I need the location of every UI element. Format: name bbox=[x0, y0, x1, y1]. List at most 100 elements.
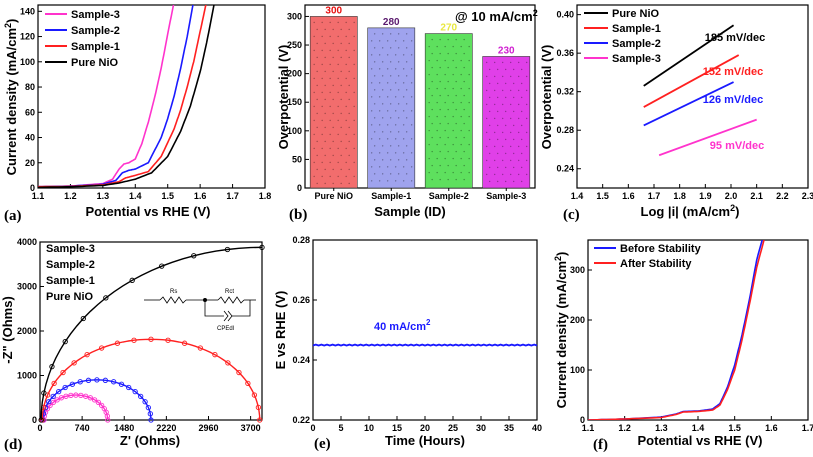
nyquist-point-sample-2 bbox=[85, 377, 92, 383]
nyquist-point-sample-3 bbox=[63, 393, 69, 399]
bar-texture-dot bbox=[373, 103, 376, 105]
bar-texture-dot bbox=[370, 180, 373, 182]
bar-texture-dot bbox=[520, 68, 523, 71]
bar-texture-dot bbox=[431, 150, 433, 153]
bar-value-label: 230 bbox=[498, 45, 515, 56]
bar-texture-dot bbox=[389, 131, 392, 133]
bar-texture-dot bbox=[386, 82, 389, 84]
bar-texture-dot bbox=[397, 61, 400, 63]
nyquist-point-sample-2 bbox=[132, 388, 138, 395]
bar-texture-dot bbox=[485, 61, 488, 64]
bar-texture-dot bbox=[329, 21, 331, 24]
nyquist-point-pure-nio bbox=[159, 263, 165, 269]
bar-texture-dot bbox=[348, 154, 350, 157]
bar-texture-dot bbox=[428, 73, 430, 76]
y-tick-label: 20 bbox=[25, 158, 35, 168]
nyquist-point-sample-2 bbox=[77, 379, 83, 385]
bar-texture-dot bbox=[373, 145, 376, 147]
bar-texture-dot bbox=[463, 108, 465, 111]
nyquist-point-pure-nio bbox=[38, 417, 44, 423]
bar-texture-dot bbox=[517, 61, 520, 64]
bar-texture-dot bbox=[504, 180, 507, 183]
bar-texture-dot bbox=[452, 73, 454, 76]
nyquist-point-sample-3 bbox=[58, 395, 65, 401]
bar-texture-dot bbox=[329, 147, 331, 150]
bar-texture-dot bbox=[525, 159, 528, 162]
bar-texture-dot bbox=[329, 105, 331, 108]
bar-texture-dot bbox=[517, 89, 520, 92]
bar-texture-dot bbox=[321, 63, 323, 66]
bar-texture-dot bbox=[517, 103, 520, 106]
bar-texture-dot bbox=[410, 110, 413, 112]
bar-texture-dot bbox=[340, 98, 342, 101]
bar-texture-dot bbox=[436, 101, 438, 104]
y-tick-label: 60 bbox=[25, 107, 35, 117]
bar-texture-dot bbox=[321, 77, 323, 80]
bar-texture-dot bbox=[501, 131, 504, 134]
bar-texture-dot bbox=[402, 166, 405, 168]
bar-texture-dot bbox=[504, 110, 507, 113]
bar-texture-dot bbox=[405, 47, 408, 49]
bar-texture-dot bbox=[381, 173, 384, 175]
bar-texture-dot bbox=[389, 103, 392, 105]
bar-texture-dot bbox=[488, 152, 491, 155]
bar-texture-dot bbox=[496, 180, 499, 183]
bar-texture-dot bbox=[340, 70, 342, 73]
y-tick-label: 0 bbox=[297, 183, 302, 193]
bar-value-label: 270 bbox=[440, 23, 457, 34]
bar-texture-dot bbox=[402, 96, 405, 98]
bar-texture-dot bbox=[428, 157, 430, 160]
bar-texture-dot bbox=[321, 21, 323, 24]
bar-texture-dot bbox=[348, 98, 350, 101]
x-tick-label: 0 bbox=[310, 423, 315, 433]
bar-texture-dot bbox=[389, 173, 392, 175]
bar-texture-dot bbox=[353, 133, 355, 136]
bar-texture-dot bbox=[455, 38, 457, 41]
bar-texture-dot bbox=[444, 143, 446, 146]
tafel-line-sample-3 bbox=[658, 118, 757, 157]
bar-texture-dot bbox=[332, 98, 334, 101]
bar-texture-dot bbox=[389, 159, 392, 161]
bar-texture-dot bbox=[410, 96, 413, 98]
nyquist-point-sample-2 bbox=[145, 404, 152, 411]
bar-texture-dot bbox=[463, 150, 465, 153]
bar-texture-dot bbox=[370, 124, 373, 126]
bar-texture-dot bbox=[345, 77, 347, 80]
bar-texture-dot bbox=[340, 56, 342, 59]
y-tick-label: 140 bbox=[20, 6, 35, 16]
bar-texture-dot bbox=[525, 75, 528, 78]
nyquist-point-sample-3 bbox=[99, 402, 105, 409]
bar-texture-dot bbox=[348, 56, 350, 59]
nyquist-point-pure-nio bbox=[259, 244, 265, 250]
bar-texture-dot bbox=[337, 35, 339, 38]
bar-texture-dot bbox=[313, 105, 315, 108]
bar-texture-dot bbox=[321, 119, 323, 122]
bar-texture-dot bbox=[501, 173, 504, 176]
x-tick-label: 1.5 bbox=[596, 191, 609, 201]
nyquist-point-sample-1 bbox=[114, 340, 121, 346]
bar-texture-dot bbox=[509, 117, 512, 120]
tafel-line-sample-2 bbox=[643, 81, 734, 127]
bar-texture-dot bbox=[447, 80, 449, 83]
bar-texture-dot bbox=[447, 150, 449, 153]
bar-texture-dot bbox=[525, 173, 528, 176]
bar-texture-dot bbox=[501, 89, 504, 92]
bar-texture-dot bbox=[439, 150, 441, 153]
bar-texture-dot bbox=[345, 49, 347, 52]
bar-texture-dot bbox=[353, 91, 355, 94]
bar-texture-dot bbox=[340, 28, 342, 31]
nyquist-point-sample-2 bbox=[62, 384, 68, 391]
bar-texture-dot bbox=[496, 96, 499, 99]
x-tick-label: 3700 bbox=[241, 423, 261, 433]
bar-texture-dot bbox=[402, 68, 405, 70]
x-tick-label: 20 bbox=[420, 423, 430, 433]
bar-texture-dot bbox=[460, 101, 462, 104]
bar-texture-dot bbox=[405, 117, 408, 119]
bar-texture-dot bbox=[378, 54, 381, 56]
bar-texture-dot bbox=[405, 33, 408, 35]
bar-texture-dot bbox=[329, 49, 331, 52]
circuit-label-rs: Rs bbox=[170, 289, 177, 295]
circuit-wire bbox=[232, 300, 251, 317]
bar-texture-dot bbox=[468, 171, 470, 174]
bar-texture-dot bbox=[373, 89, 376, 91]
